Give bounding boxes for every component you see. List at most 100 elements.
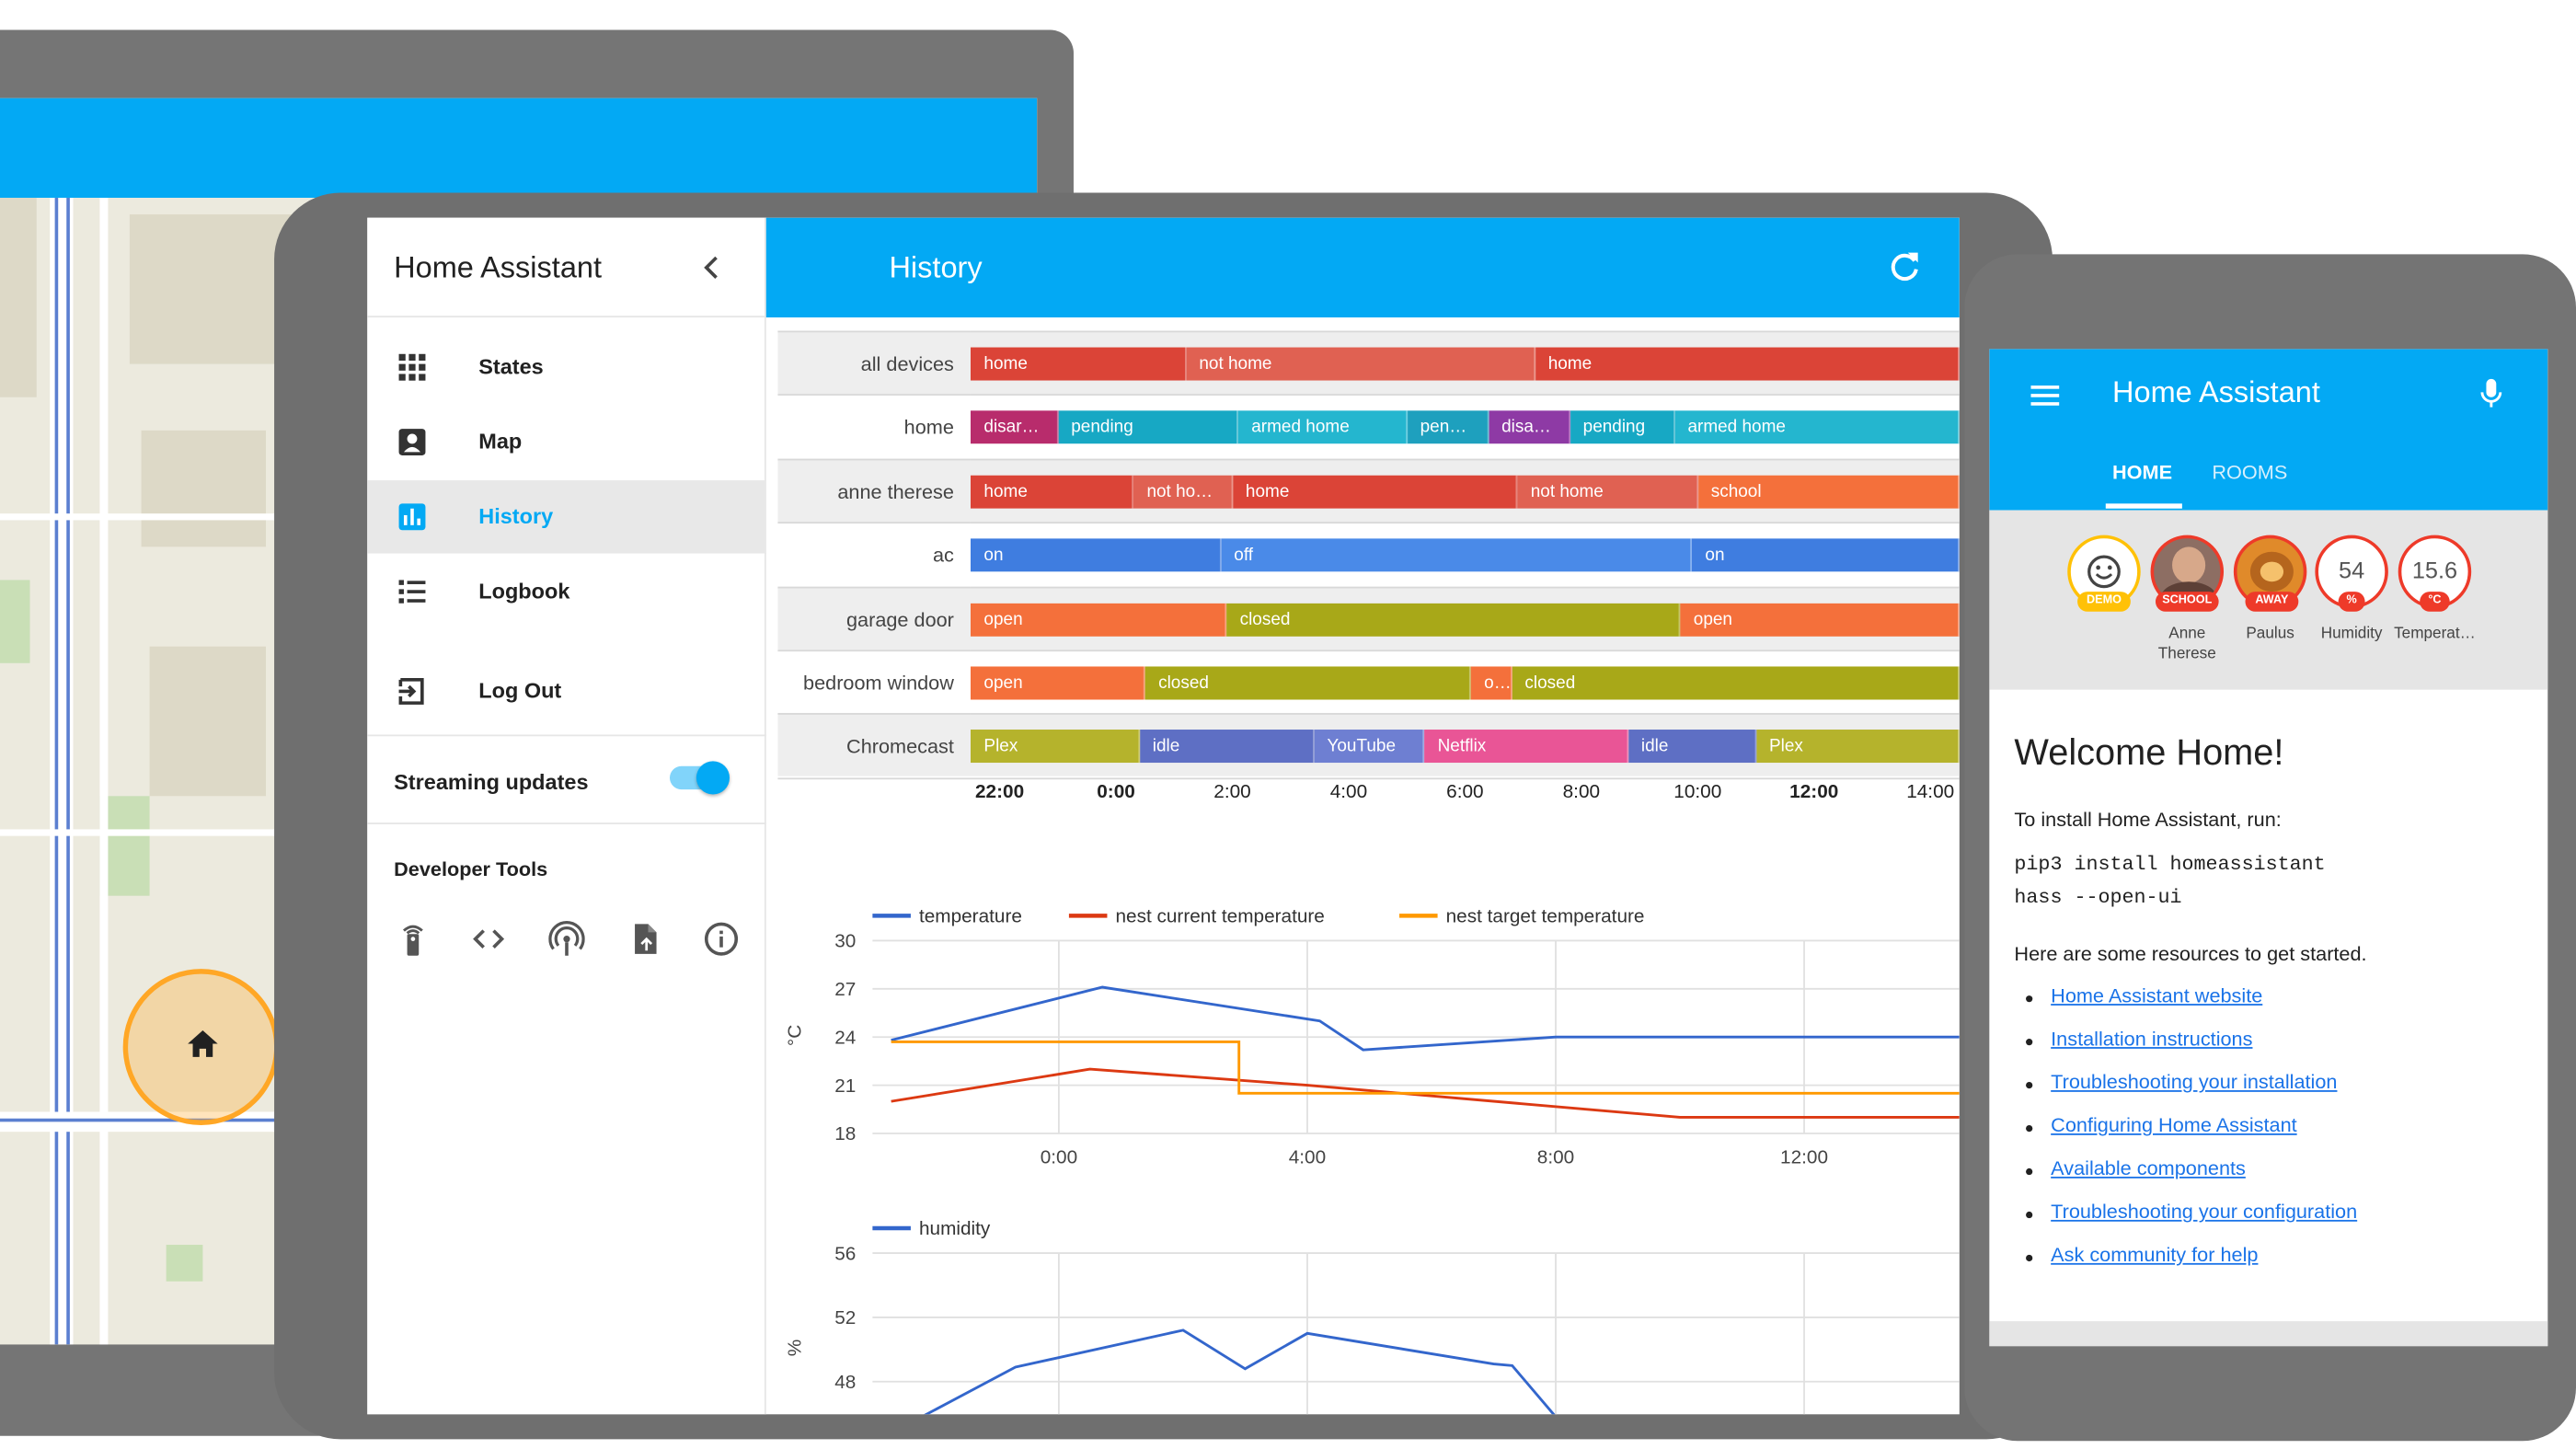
timeline-tick-label: 8:00	[1562, 782, 1601, 803]
tab-home[interactable]: HOME	[2112, 460, 2173, 484]
link-website[interactable]: Home Assistant website	[2051, 983, 2263, 1007]
sidebar-item-logout[interactable]: Log Out	[367, 655, 766, 728]
timeline-row: open closed open	[970, 603, 1960, 637]
series-line[interactable]	[891, 1328, 1804, 1415]
remote-icon[interactable]	[394, 921, 431, 958]
link-installation[interactable]: Installation instructions	[2051, 1027, 2253, 1051]
timeline-segment[interactable]: home	[1535, 347, 1960, 381]
timeline-segment[interactable]: pen…	[1407, 410, 1489, 445]
phone-screen: Home Assistant HOME ROOMS DEMO SCHOOL A	[1989, 349, 2548, 1347]
phone-header: Home Assistant HOME ROOMS	[1989, 349, 2548, 511]
code-icon[interactable]	[470, 921, 507, 958]
timeline-tick-label: 2:00	[1213, 782, 1251, 803]
sidebar-item-states[interactable]: States	[367, 330, 766, 403]
sidebar-item-map[interactable]: Map	[367, 406, 766, 478]
timeline-segment[interactable]: open	[970, 603, 1227, 637]
timeline-segment[interactable]: open	[1680, 603, 1960, 637]
menu-icon[interactable]	[2030, 382, 2063, 408]
timeline-segment[interactable]: closed	[1144, 666, 1471, 700]
run-command: hass --open-ui	[2014, 885, 2182, 910]
timeline-segment[interactable]: pending	[1057, 410, 1238, 445]
sidebar-item-logbook[interactable]: Logbook	[367, 555, 766, 627]
file-icon[interactable]	[627, 921, 663, 958]
timeline-row-background	[970, 522, 1960, 586]
badge-tag: SCHOOL	[2155, 592, 2219, 612]
sidebar-item-label: Logbook	[478, 578, 570, 604]
timeline-segment[interactable]: Plex	[1755, 730, 1960, 764]
timeline-segment[interactable]: disa…	[1488, 410, 1570, 445]
link-community[interactable]: Ask community for help	[2051, 1243, 2259, 1267]
link-components[interactable]: Available components	[2051, 1156, 2246, 1180]
badge-tag: AWAY	[2245, 592, 2299, 612]
timeline-segment[interactable]: disar…	[970, 410, 1058, 445]
timeline-segment[interactable]: Plex	[970, 730, 1140, 764]
legend-entry[interactable]: temperature	[919, 906, 1022, 927]
broadcast-icon[interactable]	[548, 921, 585, 958]
map-block	[141, 430, 267, 547]
tab-rooms[interactable]: ROOMS	[2212, 460, 2288, 484]
legend-entry[interactable]: humidity	[919, 1218, 991, 1239]
timeline-row: home not home home	[970, 347, 1960, 381]
timeline-segment[interactable]: armed home	[1237, 410, 1408, 445]
badge-tag: %	[2338, 592, 2365, 612]
timeline-segment[interactable]: o…	[1470, 666, 1512, 700]
timeline-segment[interactable]: armed home	[1674, 410, 1960, 445]
active-tab-indicator	[2105, 503, 2182, 509]
timeline-segment[interactable]: Netflix	[1424, 730, 1628, 764]
timeline-segment[interactable]: home	[970, 475, 1134, 509]
timeline-row: disar… pending armed home pen… disa… pending a…	[970, 410, 1960, 445]
timeline-segment[interactable]: not home	[1185, 347, 1535, 381]
sidebar-item-history[interactable]: History	[367, 480, 766, 554]
y-tick-label: 56	[834, 1243, 856, 1264]
timeline-segment[interactable]: closed	[1511, 666, 1960, 700]
timeline-segment[interactable]: school	[1697, 475, 1960, 509]
sidebar-item-label: History	[478, 503, 554, 529]
y-tick-label: 48	[834, 1372, 856, 1393]
timeline-segment[interactable]: closed	[1226, 603, 1681, 637]
series-line[interactable]	[891, 1067, 1960, 1119]
timeline-axis-line	[777, 777, 1960, 779]
microphone-icon[interactable]	[2478, 375, 2504, 412]
sidebar-item-label: States	[478, 353, 544, 379]
smiley-icon	[2087, 555, 2121, 589]
divider	[367, 822, 766, 825]
link-configuring[interactable]: Configuring Home Assistant	[2051, 1113, 2297, 1137]
timeline-segment[interactable]: idle	[1627, 730, 1756, 764]
badge-name: Anne Therese	[2157, 625, 2216, 663]
list-bullet	[2026, 1039, 2033, 1046]
timeline-segment[interactable]: on	[1691, 538, 1960, 572]
home-marker-icon[interactable]	[186, 1029, 219, 1059]
refresh-icon[interactable]	[1886, 247, 1923, 284]
info-icon[interactable]	[703, 921, 740, 958]
timeline-segment[interactable]: pending	[1570, 410, 1675, 445]
chevron-left-icon[interactable]	[701, 256, 721, 279]
timeline-entity-label: anne therese	[777, 458, 971, 522]
humidity-line-chart: 56524844 % humidity	[785, 1218, 1960, 1415]
legend-entry[interactable]: nest current temperature	[1115, 906, 1324, 927]
timeline-segment[interactable]: home	[1232, 475, 1518, 509]
link-troubleshooting-installation[interactable]: Troubleshooting your installation	[2051, 1070, 2338, 1094]
link-troubleshooting-configuration[interactable]: Troubleshooting your configuration	[2051, 1200, 2358, 1224]
timeline-row: on off on	[970, 538, 1960, 572]
list-bullet	[2026, 1124, 2033, 1133]
timeline-row: Plex idle YouTube Netflix idle Plex	[970, 730, 1960, 764]
map-road	[0, 513, 300, 521]
x-tick-label: 8:00	[1537, 1147, 1574, 1168]
series-line[interactable]	[891, 1041, 1960, 1095]
timeline-segment[interactable]: not home	[1517, 475, 1698, 509]
legend-entry[interactable]: nest target temperature	[1446, 906, 1645, 927]
page-title: History	[889, 250, 983, 284]
timeline-segment[interactable]: not ho…	[1133, 475, 1233, 509]
chart-series	[891, 985, 1960, 1119]
timeline-tick-label: 12:00	[1789, 782, 1839, 803]
series-line[interactable]	[891, 985, 1960, 1052]
apps-grid-icon	[398, 353, 426, 381]
timeline-segment[interactable]: open	[970, 666, 1145, 700]
timeline-segment[interactable]: idle	[1139, 730, 1315, 764]
timeline-segment[interactable]: YouTube	[1314, 730, 1425, 764]
timeline-segment[interactable]: home	[970, 347, 1186, 381]
timeline-segment[interactable]: on	[970, 538, 1221, 572]
timeline-segment[interactable]: off	[1220, 538, 1692, 572]
list-bullet	[2026, 1082, 2033, 1089]
toggle-knob[interactable]	[696, 761, 730, 795]
